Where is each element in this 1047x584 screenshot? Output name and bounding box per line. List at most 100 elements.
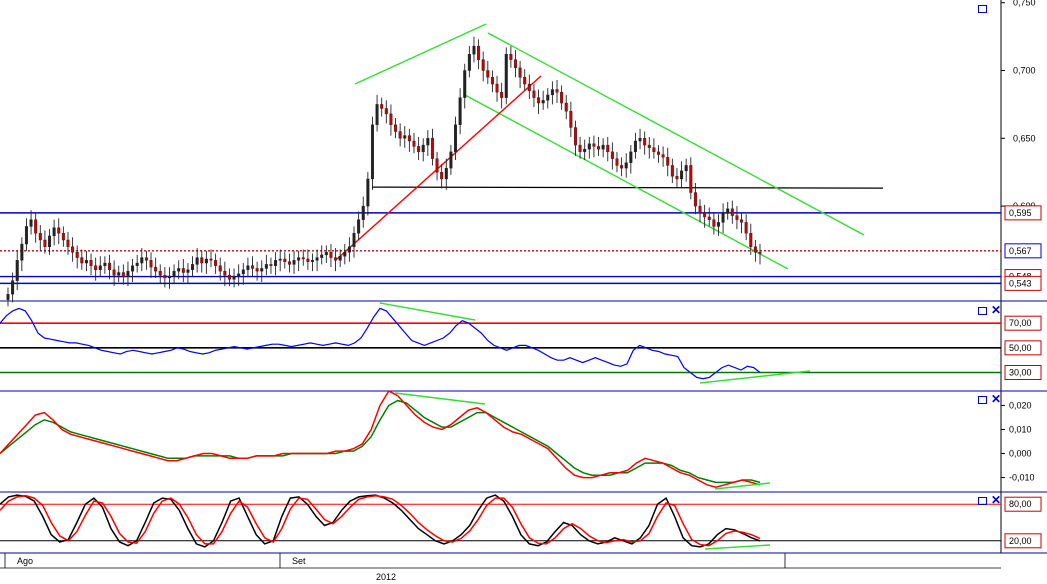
candle-body xyxy=(490,77,494,85)
candle-body xyxy=(597,146,601,150)
candle-body xyxy=(255,268,259,272)
candle-body xyxy=(223,270,227,276)
candle-body xyxy=(394,124,398,132)
candle-body xyxy=(454,124,458,153)
candle-body xyxy=(209,258,213,261)
macd-tick-label: 0,010 xyxy=(1009,424,1032,434)
candle-body xyxy=(324,251,328,256)
candle-body xyxy=(380,104,384,109)
candle-body xyxy=(730,208,734,216)
macd-signal-line xyxy=(0,399,761,484)
candle-body xyxy=(712,219,716,227)
candle-body xyxy=(347,246,351,253)
rsi-level-tag xyxy=(1004,340,1042,356)
candle-body xyxy=(578,144,582,153)
candle-body xyxy=(643,138,647,146)
candle-body xyxy=(200,257,204,264)
rsi-line xyxy=(0,307,761,380)
candle-body xyxy=(107,262,111,271)
stoch-level-label: 20,00 xyxy=(1009,536,1032,546)
candle-body xyxy=(573,127,577,146)
candle-body xyxy=(158,270,162,276)
candle-body xyxy=(61,233,65,241)
price-tick-label: 0,750 xyxy=(1013,0,1036,8)
candle-body xyxy=(361,205,365,220)
rsi-level-label: 70,00 xyxy=(1009,318,1032,328)
candle-body xyxy=(357,219,361,234)
price-tag-label: 0,543 xyxy=(1009,278,1032,288)
rsi-panel-close-icon[interactable]: ✕ xyxy=(991,303,1002,317)
candle-body xyxy=(278,258,282,261)
candle-body xyxy=(647,144,651,148)
candle-body xyxy=(6,294,10,300)
candle-body xyxy=(283,258,287,262)
rsi-panel-window-icon[interactable] xyxy=(978,307,987,315)
candle-body xyxy=(564,102,568,112)
candle-body xyxy=(495,83,499,93)
candle-body xyxy=(472,45,476,55)
candle-body xyxy=(20,243,24,261)
support-line xyxy=(371,186,884,189)
macd-tick-label: -0,010 xyxy=(1009,473,1035,483)
macd-panel-window-icon[interactable] xyxy=(978,396,987,404)
candle-body xyxy=(417,146,421,153)
candle-body xyxy=(167,276,171,279)
candle-body xyxy=(264,264,268,269)
candle-body xyxy=(435,158,439,173)
candle-body xyxy=(297,257,301,261)
rsi-divergence-line-top xyxy=(379,302,476,321)
candle-body xyxy=(583,148,587,153)
candle-body xyxy=(398,131,402,139)
stoch-panel-close-icon[interactable]: ✕ xyxy=(991,493,1002,507)
candle-body xyxy=(370,124,374,180)
macd-panel-close-icon[interactable]: ✕ xyxy=(991,392,1002,406)
candle-body xyxy=(301,257,305,260)
candle-body xyxy=(389,113,393,125)
candle-body xyxy=(246,265,250,271)
candle-body xyxy=(163,275,167,279)
price-tick-label: 0,700 xyxy=(1013,66,1036,76)
candle-body xyxy=(66,239,70,247)
candle-body xyxy=(624,162,628,169)
x-axis-year-label: 2012 xyxy=(376,572,396,582)
candle-body xyxy=(463,70,467,98)
candle-body xyxy=(89,260,93,266)
candle-body xyxy=(269,264,273,266)
candle-body xyxy=(154,266,158,272)
candle-body xyxy=(251,265,255,269)
candle-body xyxy=(477,45,481,60)
stoch-d-line xyxy=(0,494,761,547)
candle-body xyxy=(43,239,47,247)
candle-body xyxy=(80,257,84,264)
candle-body xyxy=(546,94,550,101)
candle-body xyxy=(518,67,522,78)
candle-body xyxy=(260,268,264,272)
candle-body xyxy=(412,140,416,147)
price-tag-box xyxy=(1004,205,1042,221)
stoch-panel-window-icon[interactable] xyxy=(978,497,987,505)
candle-body xyxy=(421,144,425,153)
candle-body xyxy=(458,97,462,125)
candle-body xyxy=(292,260,296,265)
candle-body xyxy=(758,251,762,254)
candle-body xyxy=(629,151,633,163)
candle-body xyxy=(94,265,98,271)
rsi-level-tag xyxy=(1004,315,1042,331)
candle-body xyxy=(716,222,720,227)
macd-divergence-line-bottom xyxy=(714,482,771,490)
price-panel-window-icon[interactable] xyxy=(978,5,987,13)
price-tick-label: 0,650 xyxy=(1013,133,1036,143)
candle-body xyxy=(467,54,471,71)
stoch-level-label: 80,00 xyxy=(1009,499,1032,509)
candle-body xyxy=(666,157,670,166)
candle-body xyxy=(48,235,52,247)
candle-body xyxy=(550,89,554,96)
candle-body xyxy=(527,83,531,92)
candle-body xyxy=(753,246,757,253)
candle-body xyxy=(310,260,314,262)
candle-body xyxy=(126,270,130,277)
price-tag-box xyxy=(1004,243,1042,259)
candle-body xyxy=(569,110,573,128)
candle-body xyxy=(620,165,624,169)
candle-body xyxy=(523,77,527,85)
